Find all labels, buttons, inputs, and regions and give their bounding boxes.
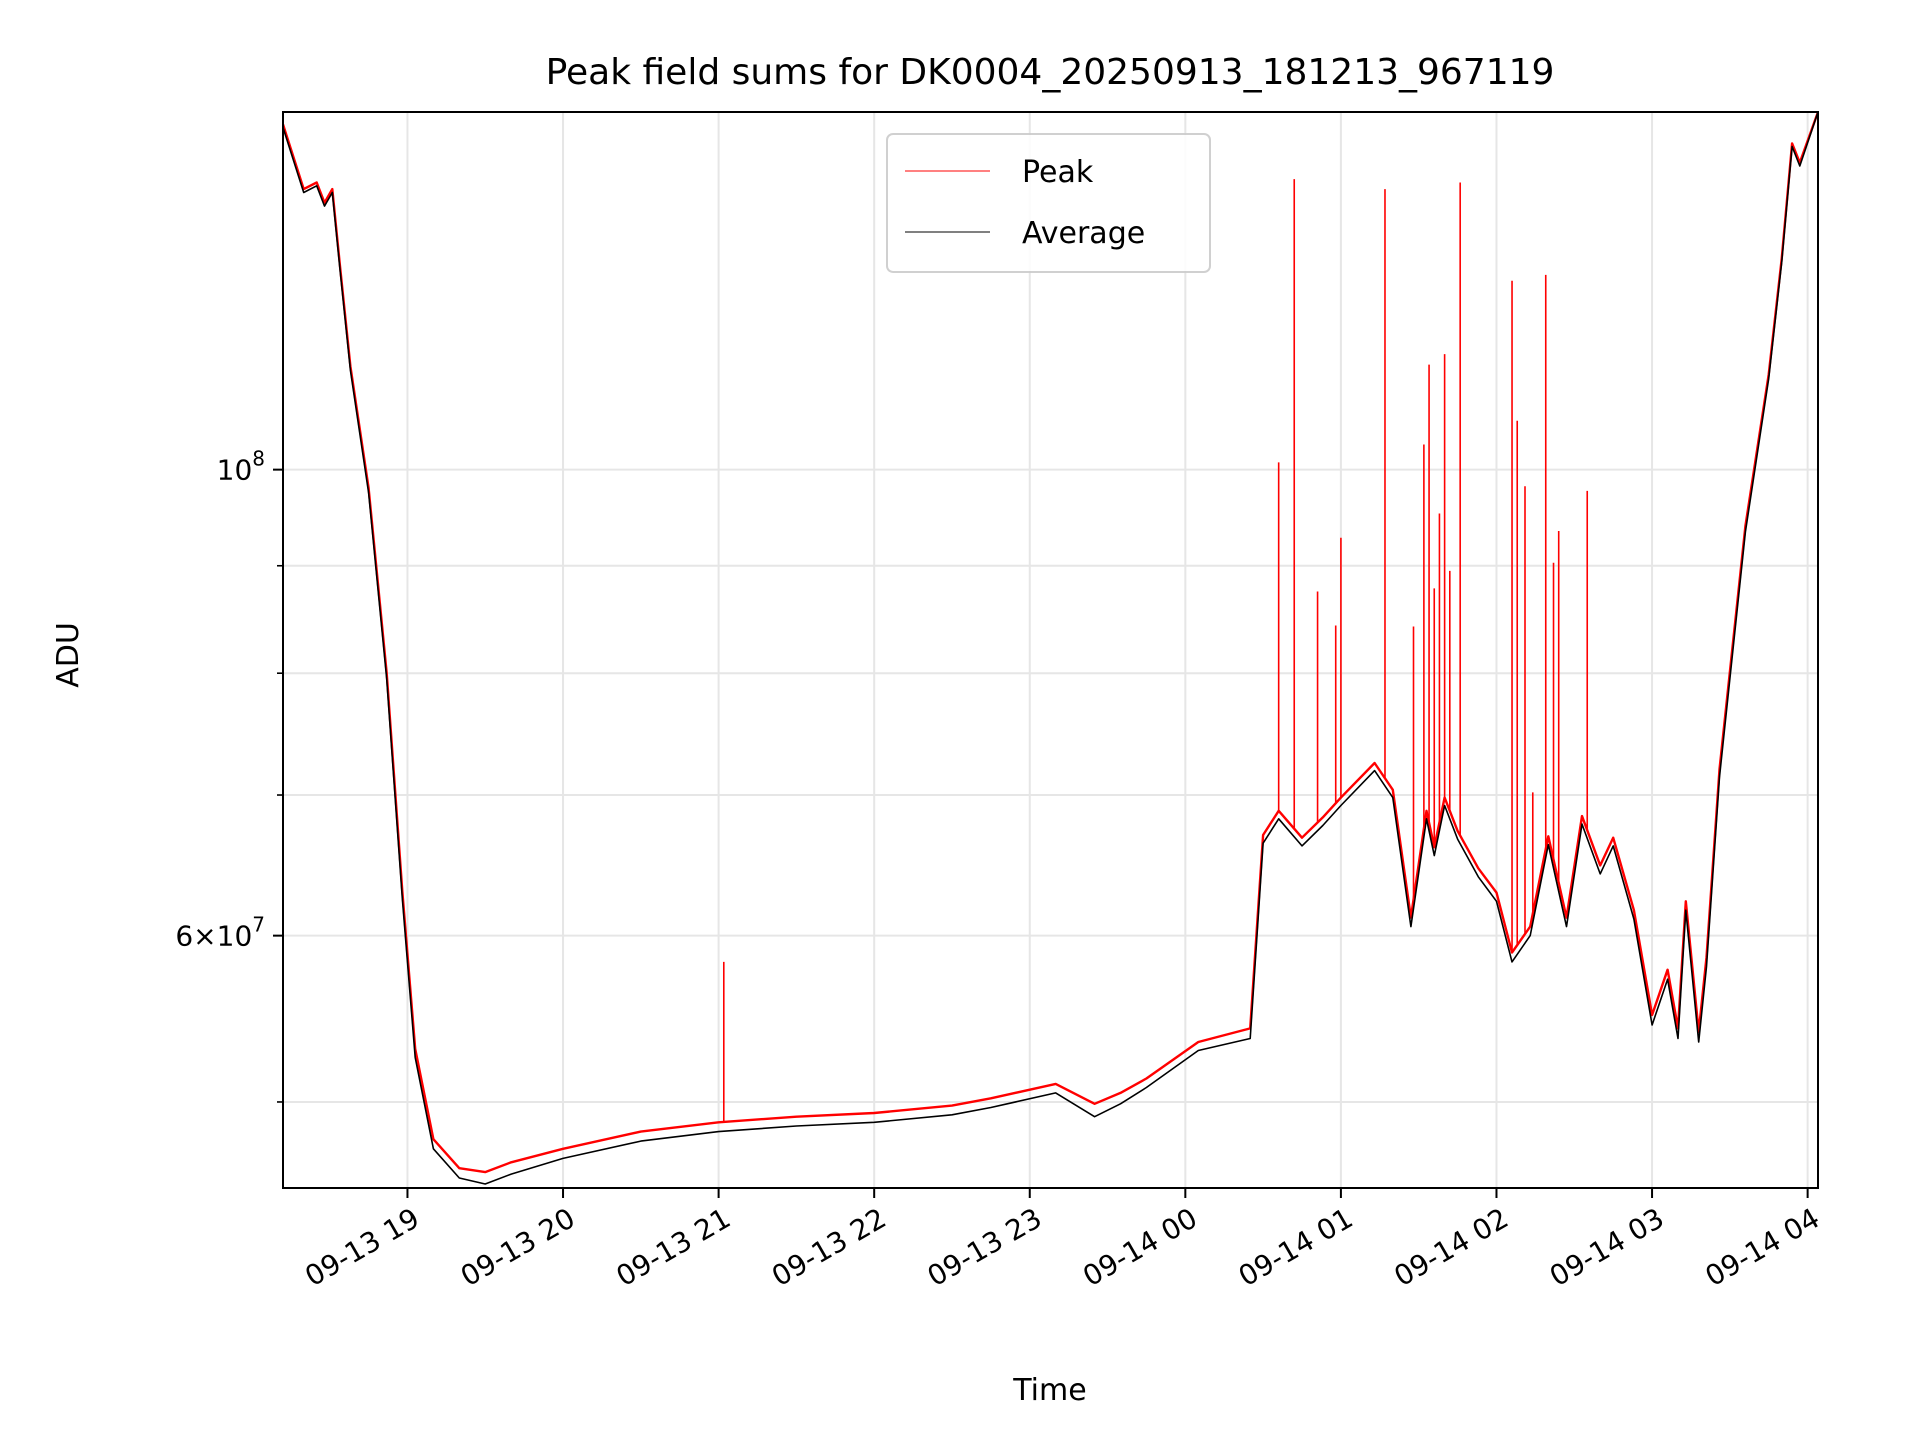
legend-label-peak: Peak	[1022, 155, 1094, 190]
x-tick-label: 09-14 00	[1077, 1201, 1203, 1293]
series-line-peak	[283, 112, 1818, 1174]
y-axis: 108 6×107	[175, 447, 283, 1103]
series-line-average	[283, 112, 1818, 1185]
legend-box	[886, 133, 1211, 273]
y-tick-exponent: 8	[252, 447, 265, 471]
x-tick-label: 09-13 19	[299, 1201, 425, 1293]
x-tick-label: 09-13 22	[766, 1201, 892, 1293]
grid	[283, 112, 1818, 1188]
y-tick-label: 6×107	[175, 913, 265, 953]
x-axis: 09-13 19 09-13 20 09-13 21 09-13 22 09-13 23…	[299, 1188, 1825, 1293]
y-tick-base: 6×10	[175, 920, 252, 953]
x-tick-label: 09-13 21	[611, 1201, 737, 1293]
plot-frame	[282, 111, 1819, 1189]
x-tick-label: 09-14 02	[1388, 1201, 1514, 1293]
x-tick-label: 09-13 20	[455, 1201, 581, 1293]
chart-title: Peak field sums for DK0004_20250913_1812…	[546, 52, 1555, 93]
y-tick-exponent: 7	[252, 913, 265, 937]
series-layer	[283, 112, 1818, 1185]
x-tick-label: 09-14 01	[1233, 1201, 1359, 1293]
legend-label-average: Average	[1022, 216, 1145, 251]
y-tick-base: 10	[217, 454, 253, 487]
y-tick-label: 108	[217, 447, 265, 487]
x-tick-label: 09-14 04	[1700, 1201, 1826, 1293]
y-axis-label: ADU	[51, 622, 86, 688]
x-axis-label: Time	[1012, 1373, 1086, 1408]
x-tick-label: 09-14 03	[1544, 1201, 1670, 1293]
x-tick-label: 09-13 23	[922, 1201, 1048, 1293]
legend: Peak Average	[886, 133, 1211, 273]
